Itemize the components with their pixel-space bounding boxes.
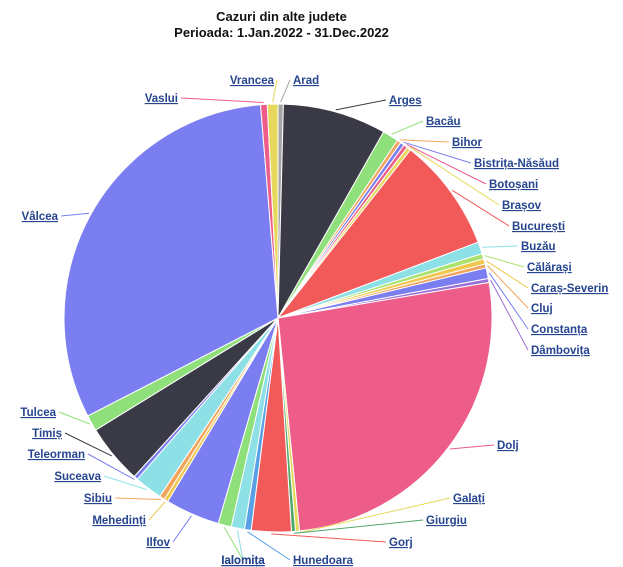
pie-slices — [63, 103, 493, 533]
slice-label[interactable]: Gorj — [389, 537, 413, 549]
slice-label[interactable]: Constanța — [531, 324, 588, 336]
leader-line — [223, 526, 244, 561]
slice-label[interactable]: Dâmbovița — [531, 345, 590, 357]
pie-slice[interactable] — [277, 103, 385, 319]
slice-label[interactable]: Sibiu — [84, 493, 112, 505]
leader-line — [293, 519, 424, 534]
leader-line — [335, 99, 387, 111]
leader-lines — [58, 79, 529, 561]
leader-line — [64, 432, 113, 457]
slice-label[interactable]: Vâlcea — [22, 211, 59, 223]
leader-line — [103, 475, 148, 491]
leader-line — [400, 139, 450, 143]
slice-label[interactable]: Caraș-Severin — [531, 283, 608, 295]
leader-line — [484, 255, 525, 268]
leader-line — [490, 279, 529, 351]
chart-subtitle: Perioada: 1.Jan.2022 - 31.Dec.2022 — [174, 25, 389, 40]
leader-line — [391, 120, 424, 135]
slice-label[interactable]: Arges — [389, 95, 422, 107]
leader-line — [487, 265, 529, 309]
slice-label[interactable]: Ialomița — [221, 555, 265, 567]
leader-line — [114, 497, 161, 500]
leader-line — [486, 260, 529, 289]
leader-line — [409, 146, 500, 206]
slice-label[interactable]: Ialomita — [221, 555, 265, 567]
leader-line — [236, 530, 244, 561]
pie-slice[interactable] — [276, 149, 479, 320]
slice-label[interactable]: Hunedoara — [293, 555, 354, 567]
leader-line — [272, 79, 278, 103]
slice-label[interactable]: Vaslui — [145, 93, 178, 105]
leader-line — [403, 141, 472, 164]
pie-slice[interactable] — [63, 104, 279, 417]
leader-line — [280, 79, 291, 103]
chart-title: Cazuri din alte judete — [216, 9, 347, 24]
slice-label[interactable]: Ilfov — [146, 537, 170, 549]
slice-label[interactable]: Brașov — [502, 200, 542, 212]
leader-line — [247, 531, 291, 561]
slice-label[interactable]: Bihor — [452, 137, 483, 149]
slice-label[interactable]: Botoșani — [489, 179, 538, 191]
slice-label[interactable]: Timiș — [32, 428, 62, 440]
leader-line — [60, 212, 90, 217]
leader-line — [172, 515, 192, 543]
leader-line — [87, 453, 135, 480]
leader-line — [148, 501, 166, 521]
slice-label[interactable]: Bacău — [426, 116, 461, 128]
slice-label[interactable]: Mehedinți — [92, 515, 146, 527]
slice-label[interactable]: Buzău — [521, 241, 556, 253]
slice-label[interactable]: Vrancea — [230, 75, 275, 87]
leader-line — [297, 497, 451, 534]
leader-line — [58, 411, 90, 425]
pie-slice[interactable] — [266, 103, 279, 319]
slice-label[interactable]: Teleorman — [28, 449, 85, 461]
slice-label[interactable]: Suceava — [54, 471, 101, 483]
slice-label[interactable]: Cluj — [531, 303, 553, 315]
leader-line — [406, 144, 487, 185]
slice-label[interactable]: Galați — [453, 493, 485, 505]
slice-label[interactable]: București — [512, 221, 565, 233]
slice-label[interactable]: Tulcea — [20, 407, 56, 419]
slice-label[interactable]: Bistrița-Năsăud — [474, 158, 559, 170]
slice-label[interactable]: Dolj — [497, 440, 519, 452]
slice-labels: Arad Arges Bacău Bihor Bistrița-Năsăud Botoșa… — [20, 75, 608, 567]
leader-line — [449, 444, 495, 450]
leader-line — [180, 97, 264, 103]
slice-label[interactable]: Giurgiu — [426, 515, 467, 527]
leader-line — [271, 533, 387, 543]
slice-label[interactable]: Călărași — [527, 262, 572, 274]
pie-slice[interactable] — [277, 281, 493, 532]
leader-line — [482, 245, 519, 248]
leader-line — [451, 189, 510, 227]
slice-label[interactable]: Arad — [293, 75, 319, 87]
leader-line — [488, 272, 529, 330]
